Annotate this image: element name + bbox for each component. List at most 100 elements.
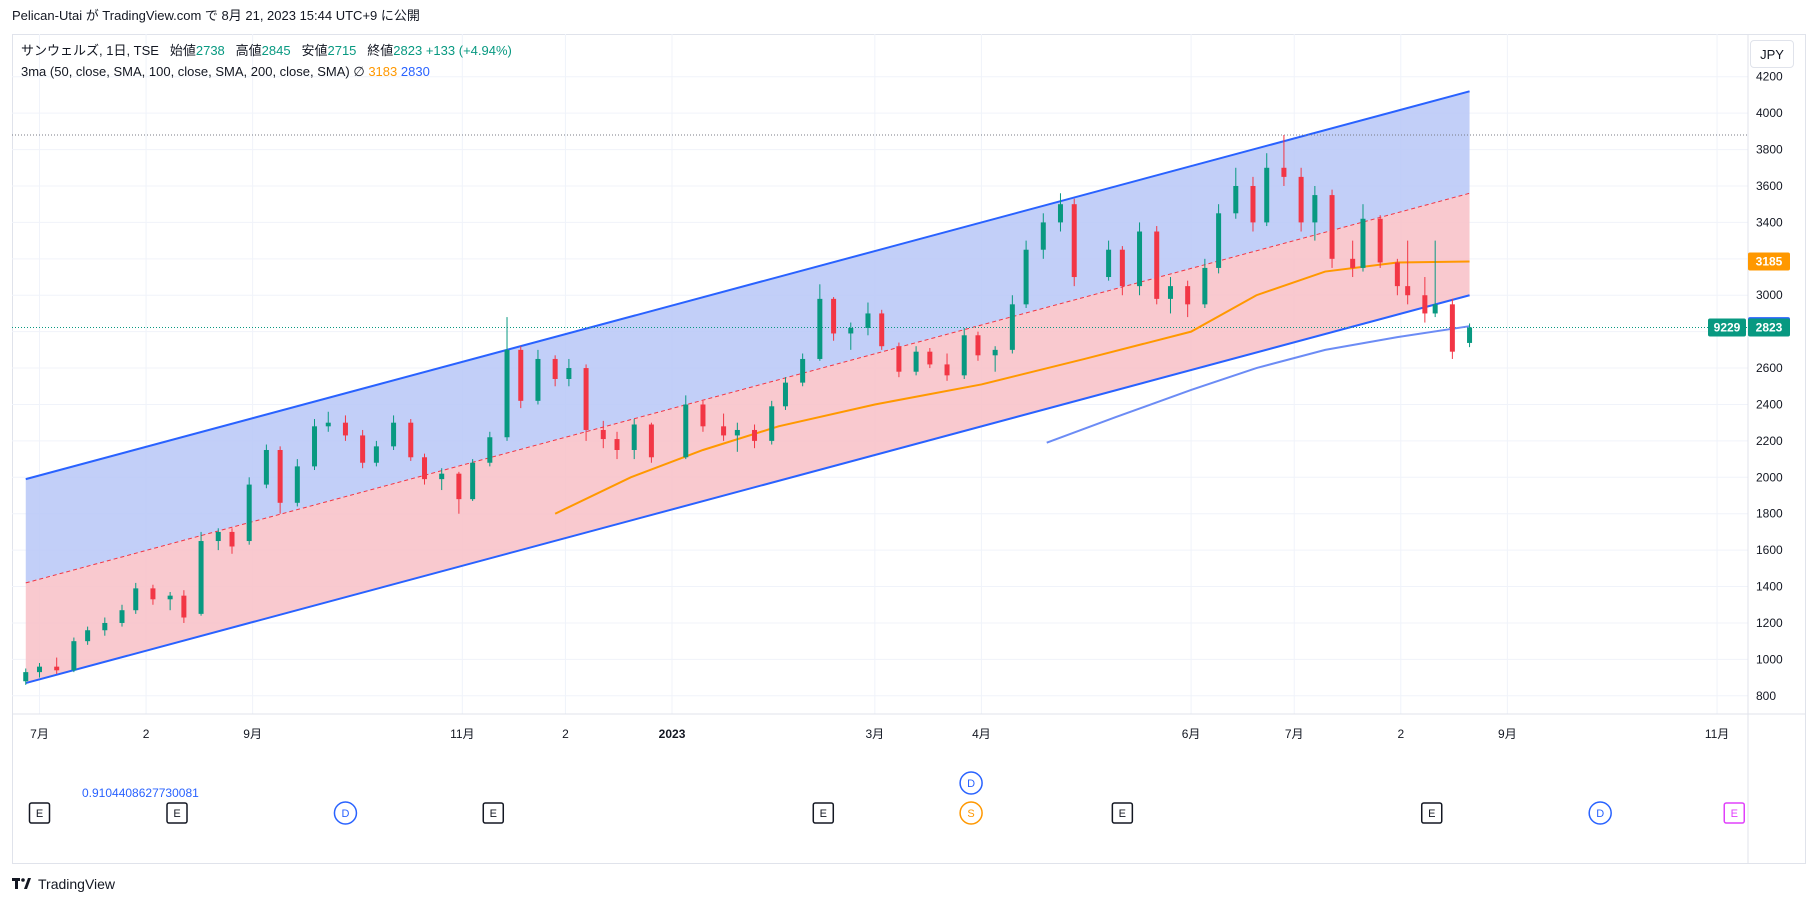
channel-upper-line [25,90,1470,481]
earnings-event-label: E [490,808,497,820]
candle-body [800,358,806,383]
candle-body [552,358,558,379]
candle-body [927,351,933,365]
low-value: 2715 [327,43,357,58]
price-tick-label: 3800 [1756,143,1783,157]
price-tick-label: 3600 [1756,179,1783,193]
ma100-price-label: 3185 [1756,255,1783,269]
candle-body [1449,304,1455,352]
candle-body [683,404,689,458]
candle-body [831,298,837,334]
candle-body [215,531,221,542]
sma100-line [554,260,1470,515]
candle-body [600,429,606,440]
price-tick-label: 2600 [1756,361,1783,375]
candle-body [229,531,235,547]
time-tick-label: 9月 [243,727,262,741]
candle-body [700,404,706,427]
candle-body [1312,195,1318,223]
candle-body [1167,286,1173,299]
split-event-label: S [967,808,974,820]
candle-body [817,298,823,359]
earnings-event-icon [166,802,188,824]
indicator-legend[interactable]: 3ma (50, close, SMA, 100, close, SMA, 20… [21,63,430,81]
candle-body [1329,195,1335,259]
candle-body [1202,267,1208,305]
currency-button[interactable]: JPY [1750,40,1794,68]
last-price-label-bg [1748,318,1790,337]
candle-body [518,349,524,401]
earnings-event-icon [1111,802,1134,824]
candle-body [1298,176,1304,223]
chart-frame [12,34,1806,864]
time-tick-label: 9月 [1498,727,1517,741]
candle-body [1154,231,1160,299]
candle-body [294,466,300,503]
last-price-label: 2823 [1756,320,1783,334]
high-value: 2845 [261,43,291,58]
candle-body [1405,286,1411,296]
candle-body [391,422,397,447]
candle-body [913,351,919,372]
dividend-event-label: D [341,808,349,820]
candle-body [614,439,620,450]
change-value: +133 (+4.94%) [425,43,512,58]
candle-body [325,422,331,427]
hidden-value-icon: ∅ [353,64,365,79]
earnings-event-label: E [820,808,827,820]
sma200-line [1046,325,1470,444]
candle-body [439,473,445,480]
time-tick-label: 7月 [1285,727,1304,741]
low-label: 安値 [301,43,328,58]
dividend-event-label: D [967,778,975,790]
time-tick-label: 3月 [865,727,884,741]
tradingview-logo-icon [12,878,32,890]
candle-body [1216,213,1222,268]
ma100-legend-value: 3183 [368,64,398,79]
channel-upper-fill [25,91,1470,583]
candle-body [848,328,854,334]
candle-body [769,406,775,441]
candle-body [422,457,428,480]
dividend-event-label: D [1596,808,1604,820]
symbol-title[interactable]: サンウェルズ, 1日, TSE [21,43,159,58]
earnings-event-label: E [1731,808,1738,820]
candle-body [133,588,139,611]
candle-body [150,588,156,600]
candle-body [342,422,348,436]
volume-label: 9229 [1714,320,1741,334]
candle-body [54,666,60,671]
price-tick-label: 4000 [1756,106,1783,120]
price-tick-label: 1400 [1756,580,1783,594]
candle-body [312,426,318,467]
candle-body [1350,258,1356,268]
open-label: 始値 [169,43,196,58]
candle-body [1009,304,1015,350]
candle-body [487,437,493,463]
candle-body [37,666,43,673]
candle-body [865,313,871,329]
candle-body [1432,304,1438,314]
earnings-event-label: E [173,808,180,820]
candle-body [181,595,187,618]
candle-body [470,462,476,500]
price-tick-label: 1000 [1756,652,1783,666]
open-value: 2738 [195,43,225,58]
price-tick-label: 800 [1756,689,1776,703]
candle-body [277,449,283,503]
candle-body [456,473,462,500]
candle-body [961,335,967,376]
channel-mid-line [25,192,1470,584]
brand-name: TradingView [38,876,116,892]
channel-lower-line [25,294,1470,685]
volume-label-bg [1708,318,1746,337]
candle-body [1106,249,1112,278]
candle-body [85,630,91,642]
dividend-event-icon [959,771,983,795]
dividend-event-icon [1588,801,1612,825]
candle-body [1040,222,1046,250]
indicator-title[interactable]: 3ma (50, close, SMA, 100, close, SMA, 20… [21,64,350,79]
earnings-event-icon [1420,802,1443,824]
symbol-legend: サンウェルズ, 1日, TSE 始値2738 高値2845 安値2715 終値2… [21,42,512,60]
